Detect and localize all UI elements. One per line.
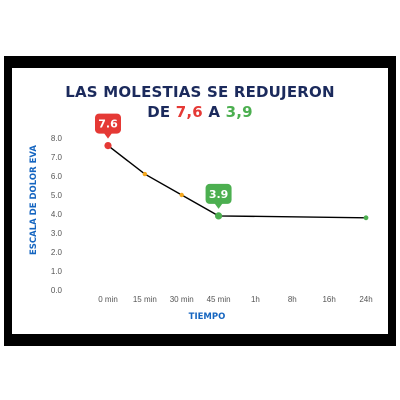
callout-pointer (214, 203, 223, 209)
chart-title-line-2: DE 7,6 A 3,9 (147, 103, 253, 121)
y-tick-label: 8.0 (51, 134, 63, 143)
y-tick-label: 4.0 (51, 210, 63, 219)
y-tick-label: 6.0 (51, 172, 63, 181)
callout-label: 3.9 (209, 188, 229, 201)
x-tick-label: 15 min (133, 295, 157, 304)
data-point (142, 171, 148, 177)
y-tick-label: 0.0 (51, 286, 63, 295)
x-tick-label: 8h (288, 295, 297, 304)
x-tick-label: 24h (359, 295, 372, 304)
x-tick-label: 30 min (170, 295, 194, 304)
x-tick-label: 0 min (98, 295, 118, 304)
y-tick-label: 7.0 (51, 153, 63, 162)
chart-panel (12, 68, 388, 334)
x-tick-labels: 0 min 15 min 30 min 45 min 1h 8h 16h 24h (98, 295, 372, 304)
title-connector: A (203, 103, 226, 121)
y-tick-labels: 8.0 7.0 6.0 5.0 4.0 3.0 2.0 1.0 0.0 (51, 134, 63, 295)
callout-layer: 7.6 3.9 (95, 113, 232, 209)
y-tick-label: 3.0 (51, 229, 63, 238)
title-end-value: 3,9 (226, 103, 253, 121)
callout-pointer (104, 133, 112, 139)
callout-bubble (95, 113, 121, 134)
data-point (104, 142, 112, 150)
y-tick-label: 1.0 (51, 267, 63, 276)
title-start-value: 7,6 (176, 103, 203, 121)
data-point (214, 212, 223, 220)
data-point (179, 192, 184, 198)
series-layer (104, 142, 369, 221)
x-tick-label: 45 min (207, 295, 231, 304)
y-axis-title: ESCALA DE DOLOR EVA (29, 145, 39, 255)
callout-label: 7.6 (98, 118, 118, 131)
title-prefix: DE (147, 103, 176, 121)
chart-title-line-1: LAS MOLESTIAS SE REDUJERON (65, 83, 335, 101)
callout-bubble (205, 183, 232, 204)
data-point (363, 215, 369, 221)
series-line (107, 145, 367, 219)
x-tick-label: 16h (322, 295, 335, 304)
y-tick-label: 2.0 (51, 248, 63, 257)
x-tick-label: 1h (251, 295, 260, 304)
y-tick-label: 5.0 (51, 191, 63, 200)
value-callout: 7.6 (95, 113, 121, 139)
x-axis-title: TIEMPO (189, 312, 226, 322)
value-callout: 3.9 (205, 183, 232, 209)
